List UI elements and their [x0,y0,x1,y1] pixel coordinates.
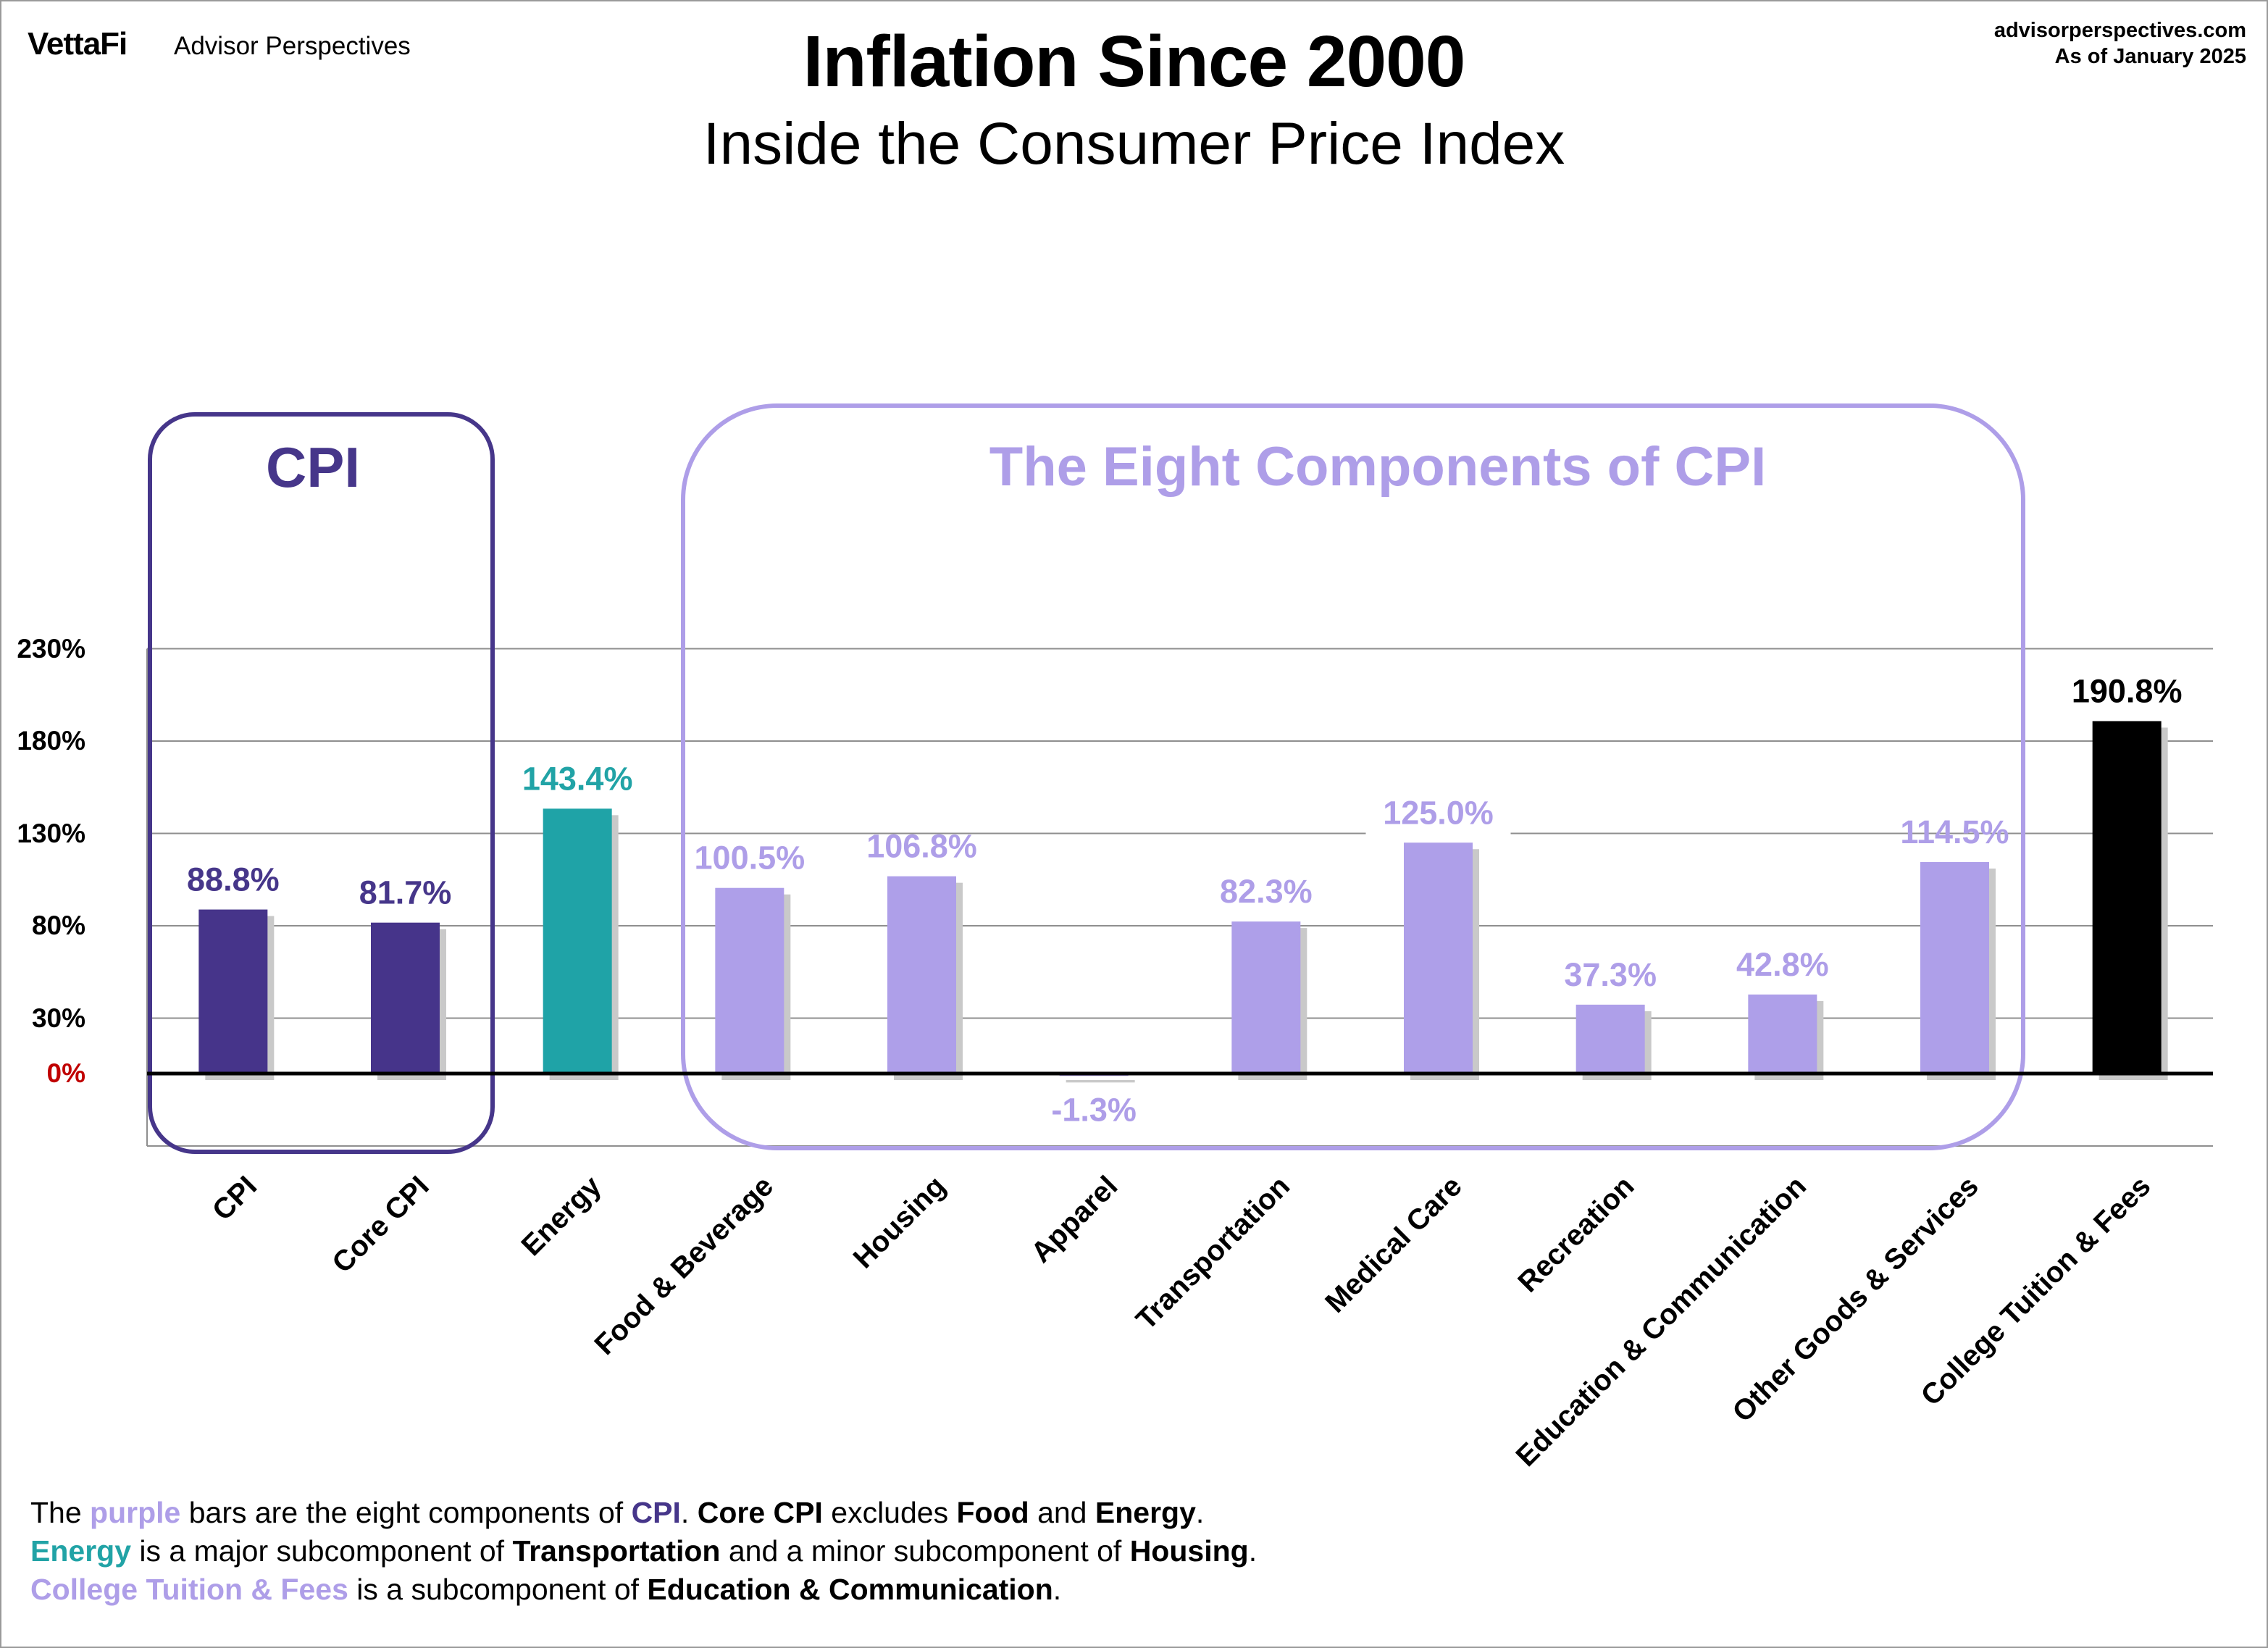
value-label: 125.0% [1383,794,1494,831]
value-label: 81.7% [359,874,452,911]
value-label: 42.8% [1736,946,1829,983]
category-label: CPI [206,1170,263,1226]
category-label: Apparel [1025,1170,1123,1268]
footnote-line-3: College Tuition & Fees is a subcomponent… [30,1573,1062,1606]
bar [2092,721,2162,1074]
y-tick-label: 230% [17,633,85,664]
category-label: Education & Communication [1510,1170,1813,1473]
y-tick-label: 130% [17,818,85,848]
category-label: Core CPI [326,1170,435,1279]
group-box [148,412,495,1154]
category-label: Recreation [1512,1170,1640,1298]
category-label: Food & Beverage [588,1170,779,1361]
footnote: The purple bars are the eight components… [30,1494,1257,1609]
gridlines [146,648,2213,1147]
y-tick-label: 80% [31,911,85,940]
chart-title: Inflation Since 2000 [803,21,1466,102]
group-boxes: CPI The Eight Components of CPI [148,403,2025,1154]
vettafi-logo: VettaFi [28,26,127,62]
value-label: 143.4% [522,760,633,797]
group-box [681,403,2025,1150]
category-label: Housing [848,1170,952,1274]
bar [1576,1004,1645,1074]
footnote-line-1: The purple bars are the eight components… [30,1496,1205,1529]
bar [1404,842,1473,1074]
y-tick-label: 180% [17,726,85,756]
value-label: 100.5% [695,840,805,877]
bars [147,721,2213,1083]
footnote-line-2: Energy is a major subcomponent of Transp… [30,1534,1258,1568]
advisor-perspectives-logo: Advisor Perspectives [174,32,411,60]
bar [887,876,956,1074]
value-label: 37.3% [1564,956,1657,993]
value-label: 88.8% [187,861,280,898]
category-label: Energy [516,1170,608,1263]
category-label: Transportation [1130,1170,1296,1336]
y-tick-label: 30% [31,1003,85,1033]
bar [1748,994,1817,1074]
source-site: advisorperspectives.com [1993,19,2246,42]
y-tick-label: 0% [46,1058,85,1088]
bar [543,808,612,1074]
bar [371,922,440,1074]
value-label: 106.8% [866,828,977,865]
bar-shadow [1066,1080,1135,1083]
value-label: 82.3% [1220,873,1313,910]
value-label-bg [1365,783,1511,836]
group-label: CPI [266,435,360,499]
bar [198,909,268,1074]
value-label: 190.8% [2072,672,2183,709]
value-label: -1.3% [1051,1091,1137,1128]
value-labels: 88.8% 81.7% 143.4% 100.5% 106.8% -1.3% 82.3% 12… [187,672,2182,1128]
bar [1231,921,1301,1074]
bar [715,887,784,1074]
category-label: Medical Care [1319,1170,1468,1319]
group-label: The Eight Components of CPI [989,436,1766,498]
as-of-date: As of January 2025 [2054,45,2246,68]
chart-subtitle: Inside the Consumer Price Index [703,111,1565,177]
value-label: 114.5% [1900,813,2009,850]
bar [1920,862,1989,1074]
source-info: advisorperspectives.com As of January 20… [1994,17,2246,70]
